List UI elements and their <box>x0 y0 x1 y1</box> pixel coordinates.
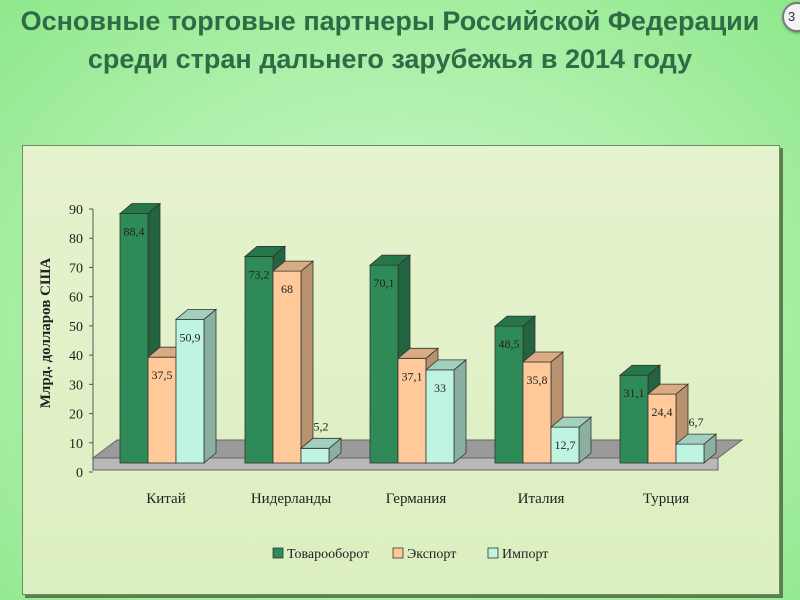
bar-Экспорт-Нидерланды <box>272 270 302 464</box>
legend-swatch <box>487 547 499 559</box>
data-label: 48,5 <box>499 337 520 351</box>
x-category-label: Китай <box>146 491 185 507</box>
y-tick-label: 90 <box>69 203 83 218</box>
data-label: 12,7 <box>555 438 576 452</box>
data-label: 73,2 <box>249 267 270 281</box>
y-axis-title: Млрд. долларов США <box>38 258 54 409</box>
data-label: 70,1 <box>374 276 395 290</box>
data-label: 37,5 <box>152 368 173 382</box>
data-label: 35,8 <box>527 373 548 387</box>
y-tick-label: 60 <box>69 291 83 306</box>
bar-Товарооборот-Италия <box>494 325 524 464</box>
bar-side-1-1 <box>300 260 314 464</box>
bar-top-0-2 <box>368 254 412 266</box>
x-category-label: Нидерланды <box>251 491 331 507</box>
bar-Импорт-Италия <box>550 426 580 464</box>
data-label: 68 <box>281 282 293 296</box>
bar-top-2-3 <box>549 416 593 428</box>
bar-Экспорт-Германия <box>397 357 427 464</box>
bar-Импорт-Германия <box>425 369 455 464</box>
bar-top-1-4 <box>646 383 690 395</box>
bar-Товарооборот-Турция <box>619 374 649 464</box>
bar-Импорт-Нидерланды <box>300 447 330 464</box>
bar-top-1-3 <box>521 351 565 363</box>
data-label: 88,4 <box>124 225 145 239</box>
y-tick-label: 70 <box>69 261 83 276</box>
legend-label: Экспорт <box>407 547 456 562</box>
y-tick-label: 50 <box>69 320 83 335</box>
y-tick-label: 30 <box>69 378 83 393</box>
slide-title-line-1: Основные торговые партнеры Российской Фе… <box>20 6 760 36</box>
slide-number-badge: 3 <box>782 2 800 32</box>
x-category-label: Германия <box>386 491 447 507</box>
data-label: 50,9 <box>180 330 201 344</box>
legend-swatch <box>392 547 404 559</box>
y-tick-label: 40 <box>69 349 83 364</box>
bar-top-2-0 <box>174 308 218 320</box>
bar-Товарооборот-Германия <box>369 264 399 464</box>
bar-top-0-3 <box>493 315 537 327</box>
y-tick-label: 80 <box>69 232 83 247</box>
data-label: 6,7 <box>689 415 704 429</box>
bar-Товарооборот-Китай <box>119 213 149 464</box>
data-label: 33 <box>434 381 446 395</box>
bar-top-2-4 <box>674 433 718 445</box>
legend-label: Импорт <box>502 547 548 562</box>
bar-top-1-1 <box>271 260 315 272</box>
bar-top-2-1 <box>299 437 343 449</box>
bar-top-0-4 <box>618 364 662 376</box>
y-tick-label: 10 <box>69 437 83 452</box>
bar-Импорт-Турция <box>675 443 705 464</box>
bar-Экспорт-Италия <box>522 361 552 464</box>
data-label: 5,2 <box>314 419 329 433</box>
bar-Импорт-Китай <box>175 318 205 464</box>
slide-title: Основные торговые партнеры Российской Фе… <box>0 2 780 78</box>
data-label: 37,1 <box>402 369 423 383</box>
bar-Товарооборот-Нидерланды <box>244 256 274 464</box>
legend-label: Товарооборот <box>287 547 369 562</box>
data-label: 24,4 <box>652 405 673 419</box>
data-label: 31,1 <box>624 386 645 400</box>
bar-Экспорт-Китай <box>147 356 177 464</box>
bar-top-0-0 <box>118 203 162 214</box>
legend-swatch <box>272 547 284 559</box>
y-tick-label: 20 <box>69 408 83 423</box>
x-category-label: Италия <box>518 491 565 507</box>
x-category-label: Турция <box>643 491 689 507</box>
bar-side-2-2 <box>453 359 467 464</box>
slide-title-line-2: среди стран дальнего зарубежья в 2014 го… <box>87 44 693 74</box>
bar-top-2-2 <box>424 359 468 371</box>
bar-top-0-1 <box>243 246 287 257</box>
bar-top-1-2 <box>396 347 440 359</box>
bar-side-2-0 <box>203 308 217 464</box>
y-tick-label: 0 <box>76 466 83 481</box>
